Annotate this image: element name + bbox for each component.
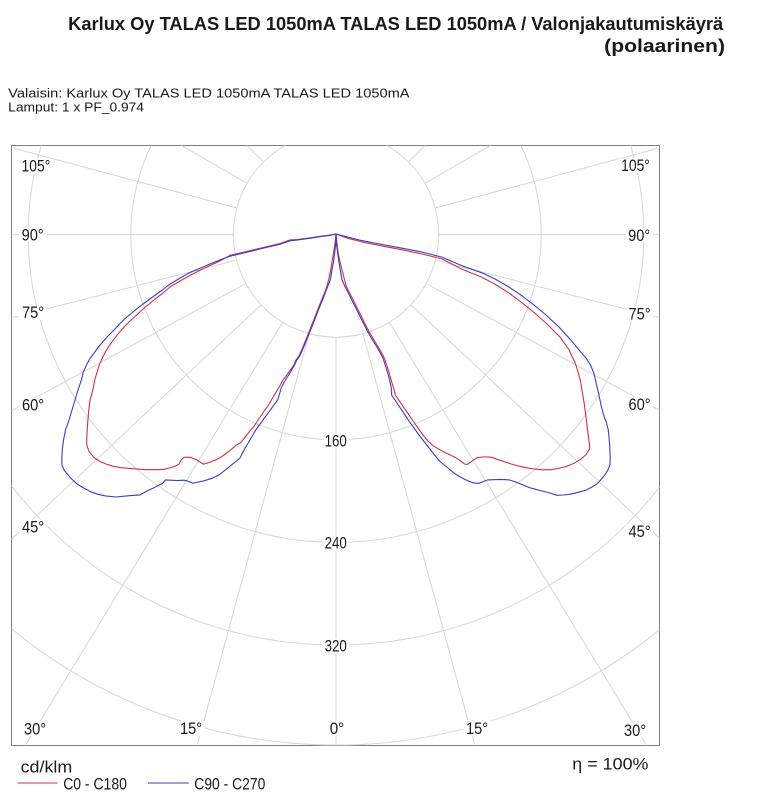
svg-text:240: 240 [325, 534, 347, 552]
svg-text:105°: 105° [22, 158, 51, 176]
svg-text:90°: 90° [22, 226, 44, 244]
svg-text:cd/klm: cd/klm [21, 758, 73, 776]
svg-text:30°: 30° [624, 722, 646, 740]
svg-text:75°: 75° [22, 304, 44, 322]
svg-text:Lamput: 1 x PF_0.974: Lamput: 1 x PF_0.974 [8, 100, 144, 115]
svg-text:45°: 45° [628, 523, 650, 541]
svg-text:45°: 45° [22, 519, 44, 537]
svg-text:Valaisin: Karlux Oy TALAS LED: Valaisin: Karlux Oy TALAS LED 1050mA TAL… [8, 85, 410, 100]
svg-text:(polaarinen): (polaarinen) [604, 36, 725, 56]
svg-text:60°: 60° [22, 396, 44, 414]
svg-text:160: 160 [325, 433, 347, 451]
svg-text:320: 320 [325, 638, 347, 656]
svg-text:η = 100%: η = 100% [572, 756, 648, 774]
svg-text:C0 - C180: C0 - C180 [63, 775, 127, 793]
svg-text:75°: 75° [628, 305, 650, 323]
svg-text:30°: 30° [24, 720, 46, 738]
svg-text:15°: 15° [466, 720, 488, 738]
svg-text:C90 - C270: C90 - C270 [194, 775, 265, 793]
svg-text:60°: 60° [628, 396, 650, 414]
svg-text:90°: 90° [628, 227, 650, 245]
svg-text:105°: 105° [621, 157, 650, 175]
svg-text:0°: 0° [330, 720, 345, 738]
svg-text:Karlux Oy TALAS LED 1050mA TAL: Karlux Oy TALAS LED 1050mA TALAS LED 105… [68, 14, 724, 34]
svg-text:15°: 15° [180, 720, 202, 738]
